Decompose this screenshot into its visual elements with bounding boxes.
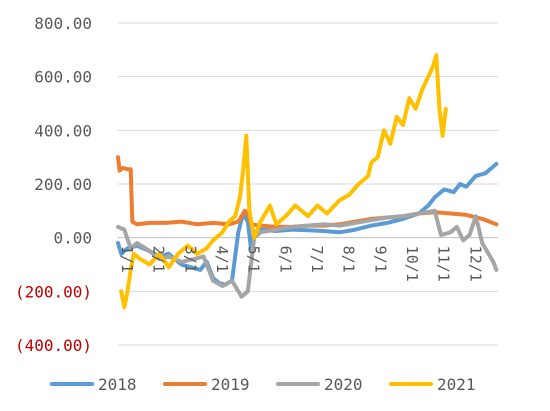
y-tick-label: 200.00 — [34, 175, 92, 194]
x-tick-label: 10/1 — [403, 246, 421, 282]
legend-label: 2020 — [324, 375, 363, 394]
legend: 2018 2019 2020 2021 — [50, 375, 476, 394]
y-tick-label: 0.00 — [53, 229, 92, 248]
legend-label: 2018 — [98, 375, 137, 394]
x-tick-label: 7/1 — [308, 246, 326, 273]
legend-label: 2021 — [437, 375, 476, 394]
y-tick-label: (400.00) — [15, 336, 92, 355]
y-tick-label: 800.00 — [34, 14, 92, 33]
x-tick-label: 4/1 — [213, 246, 231, 273]
x-tick-label: 1/1 — [118, 246, 136, 273]
series-line-2020 — [116, 208, 499, 299]
x-tick-label: 8/1 — [340, 246, 358, 273]
gridlines — [118, 22, 498, 346]
series-lines — [116, 53, 499, 310]
x-tick-label: 11/1 — [435, 246, 453, 282]
x-tick-label: 5/1 — [245, 246, 263, 273]
x-axis-tick-labels: 1/1 2/1 3/1 4/1 5/1 6/1 7/1 8/1 9/1 10/1 11/1 12/1 — [118, 246, 484, 282]
series-line-2021 — [119, 53, 448, 310]
legend-label: 2019 — [211, 375, 250, 394]
y-tick-label: 400.00 — [34, 121, 92, 140]
x-tick-label: 3/1 — [181, 246, 199, 273]
y-tick-label: 600.00 — [34, 68, 92, 87]
x-tick-label: 9/1 — [371, 246, 389, 273]
y-axis-tick-labels: 800.00 600.00 400.00 200.00 0.00 (200.00) (400… — [15, 14, 92, 355]
y-tick-label: (200.00) — [15, 282, 92, 301]
x-tick-label: 2/1 — [150, 246, 168, 273]
x-tick-label: 6/1 — [276, 246, 294, 273]
x-tick-label: 12/1 — [466, 246, 484, 282]
